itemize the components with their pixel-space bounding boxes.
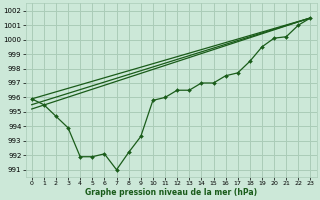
X-axis label: Graphe pression niveau de la mer (hPa): Graphe pression niveau de la mer (hPa)	[85, 188, 257, 197]
